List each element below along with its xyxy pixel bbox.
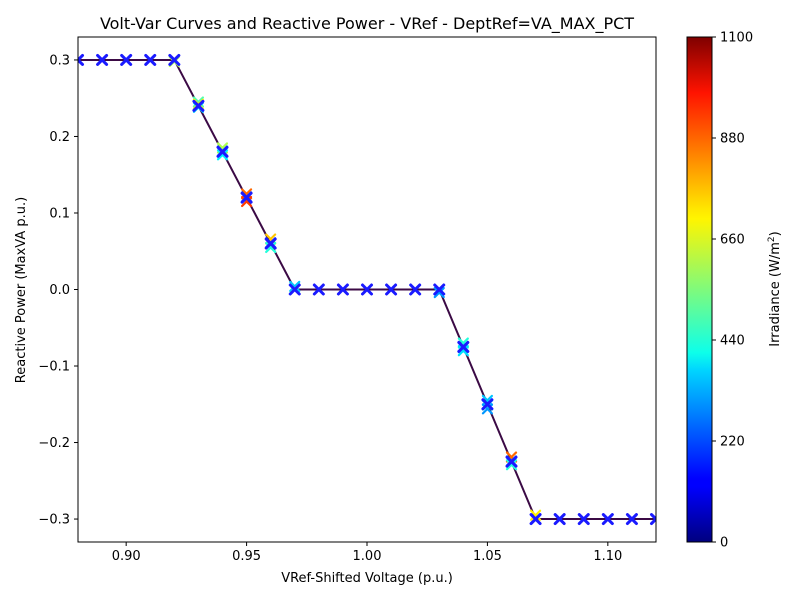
y-tick-label: −0.3 bbox=[38, 513, 70, 528]
colorbar-tick-label: 0 bbox=[720, 536, 728, 551]
reactive-power-marker bbox=[240, 191, 253, 204]
reactive-power-marker bbox=[336, 283, 349, 296]
colorbar-tick-label: 1100 bbox=[720, 31, 753, 46]
irradiance-scatter-point bbox=[433, 286, 445, 299]
reactive-power-marker bbox=[385, 283, 398, 296]
reactive-power-marker bbox=[144, 53, 157, 66]
reactive-power-marker bbox=[409, 283, 422, 296]
irradiance-scatter-point bbox=[529, 509, 542, 521]
y-tick-label: −0.2 bbox=[38, 436, 70, 451]
x-tick-label: 1.10 bbox=[593, 549, 622, 564]
reactive-power-marker bbox=[312, 283, 325, 296]
colorbar-tick-label: 440 bbox=[720, 334, 745, 349]
reactive-power-marker bbox=[577, 513, 590, 526]
reactive-power-marker bbox=[361, 283, 373, 296]
y-tick-label: −0.1 bbox=[38, 360, 70, 375]
y-axis-ticks: 0.3 0.2 0.1 0.0 −0.1 −0.2 −0.3 bbox=[38, 53, 78, 528]
y-axis-label: Reactive Power (MaxVA p.u.) bbox=[14, 197, 29, 383]
x-axis-ticks: 0.90 0.95 1.00 1.05 1.10 bbox=[112, 542, 622, 564]
chart-title: Volt-Var Curves and Reactive Power - VRe… bbox=[100, 14, 634, 34]
x-tick-label: 0.95 bbox=[232, 549, 261, 564]
colorbar-tick-label: 880 bbox=[720, 132, 745, 147]
x-axis-label: VRef-Shifted Voltage (p.u.) bbox=[281, 571, 453, 586]
colorbar-label-main: Irradiance (W/m bbox=[768, 242, 783, 347]
reactive-power-marker bbox=[481, 398, 494, 411]
y-tick-label: 0.3 bbox=[49, 53, 70, 68]
x-tick-label: 0.90 bbox=[112, 549, 141, 564]
reactive-power-marker bbox=[457, 340, 470, 353]
plot-area bbox=[77, 36, 657, 543]
reactive-power-marker bbox=[78, 53, 84, 66]
colorbar-label-end: ) bbox=[768, 231, 783, 236]
reactive-power-marker bbox=[216, 145, 229, 158]
reactive-power-marker bbox=[625, 513, 638, 526]
x-tick-label: 1.00 bbox=[353, 549, 382, 564]
reactive-power-marker bbox=[529, 513, 542, 526]
x-tick-label: 1.05 bbox=[473, 549, 502, 564]
colorbar-tick-label: 220 bbox=[720, 435, 745, 450]
irradiance-scatter-point bbox=[505, 459, 518, 471]
colorbar-tick-label: 660 bbox=[720, 233, 745, 248]
reactive-power-marker bbox=[288, 283, 301, 296]
reactive-power-marker bbox=[553, 513, 566, 526]
colorbar: 0 220 440 660 880 1100 Irradiance (W/m2) bbox=[686, 31, 783, 551]
irradiance-scatter-point bbox=[457, 345, 469, 357]
reactive-power-marker bbox=[96, 53, 109, 66]
reactive-power-marker bbox=[192, 99, 205, 112]
irradiance-scatter-point bbox=[289, 280, 301, 293]
irradiance-scatter-point bbox=[216, 149, 229, 161]
colorbar-ticks: 0 220 440 660 880 1100 bbox=[712, 31, 753, 551]
marker-layer bbox=[78, 53, 656, 526]
reactive-power-marker bbox=[168, 53, 181, 66]
y-tick-label: 0.0 bbox=[49, 283, 70, 298]
y-tick-label: 0.2 bbox=[49, 130, 70, 145]
colorbar-gradient bbox=[686, 36, 713, 543]
colorbar-label-superscript: 2 bbox=[767, 236, 777, 242]
reactive-power-marker bbox=[120, 53, 133, 66]
irradiance-scatter-point bbox=[240, 188, 253, 200]
y-tick-label: 0.1 bbox=[49, 206, 70, 221]
reactive-power-marker bbox=[264, 237, 277, 250]
reactive-power-marker bbox=[650, 513, 656, 526]
colorbar-label: Irradiance (W/m2) bbox=[767, 231, 783, 346]
reactive-power-marker bbox=[601, 513, 614, 526]
reactive-power-marker bbox=[433, 283, 446, 296]
reactive-power-marker bbox=[505, 455, 518, 468]
